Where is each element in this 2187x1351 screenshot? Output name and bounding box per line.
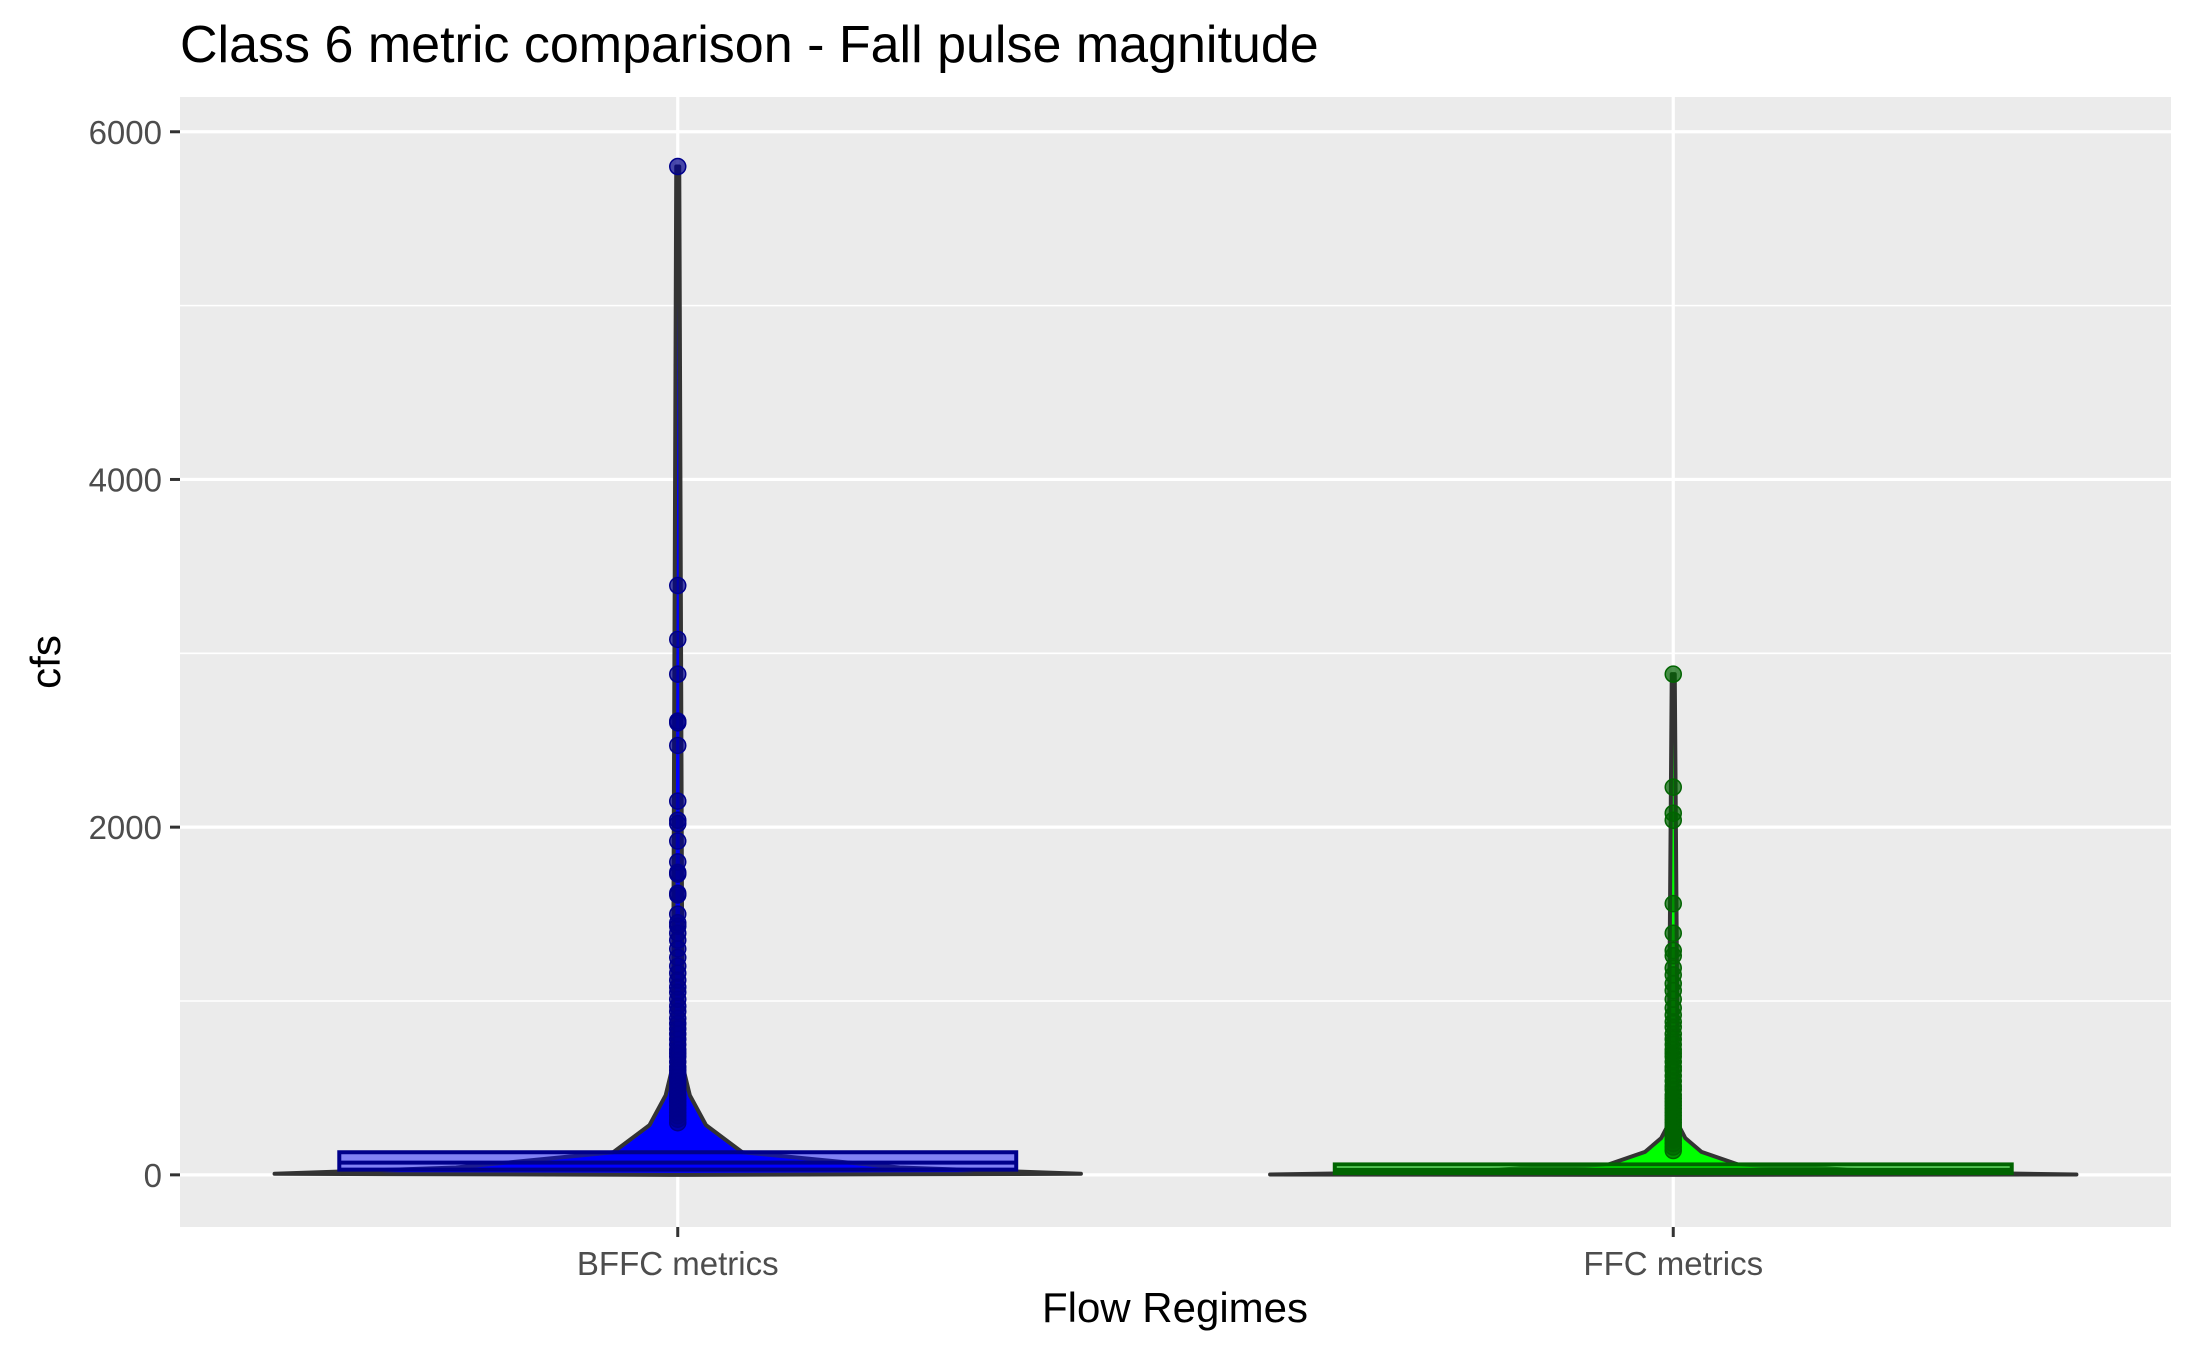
x-tick-label: BFFC metrics <box>577 1245 779 1282</box>
y-tick-label: 6000 <box>89 114 162 151</box>
outlier-point <box>669 714 687 732</box>
y-tick-label: 2000 <box>89 809 162 846</box>
x-tick-label: FFC metrics <box>1583 1245 1763 1282</box>
outlier-point <box>669 736 687 755</box>
x-axis-title: Flow Regimes <box>1042 1284 1308 1331</box>
outlier-point <box>669 792 687 810</box>
outlier-point <box>669 832 687 850</box>
x-axis: BFFC metrics FFC metrics <box>577 1227 1763 1282</box>
outlier-point <box>1664 811 1682 829</box>
y-axis: 0 2000 4000 6000 <box>89 114 180 1194</box>
outlier-point <box>1664 894 1682 913</box>
outlier-point <box>669 576 687 595</box>
outlier-point <box>669 665 687 683</box>
outlier-point <box>1664 665 1682 683</box>
gridlines <box>180 97 2171 1227</box>
outlier-point <box>669 865 687 883</box>
y-tick-label: 0 <box>144 1157 162 1194</box>
outlier-points <box>669 157 1682 1160</box>
outlier-point <box>669 157 687 176</box>
outlier-point <box>1664 924 1682 942</box>
y-axis-title: cfs <box>22 635 69 689</box>
outlier-point <box>669 814 687 833</box>
outlier-point <box>669 630 687 649</box>
outlier-point <box>669 886 687 904</box>
chart-title: Class 6 metric comparison - Fall pulse m… <box>180 16 1319 74</box>
outlier-point <box>1664 1141 1682 1160</box>
outlier-point <box>669 1113 687 1132</box>
boxes <box>337 1150 2014 1176</box>
plot-panel <box>180 97 2171 1227</box>
outlier-point <box>1664 778 1682 796</box>
y-tick-label: 4000 <box>89 461 162 498</box>
